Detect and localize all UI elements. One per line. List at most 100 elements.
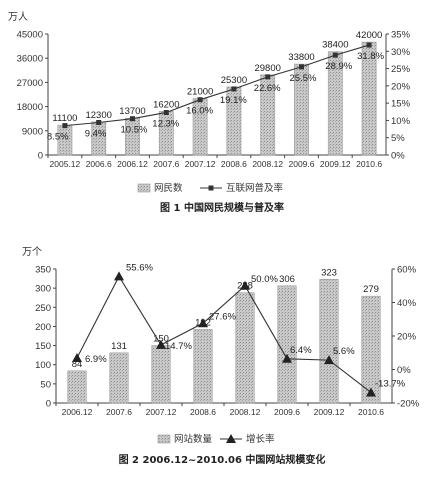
legend-line-label: 互联网普及率 xyxy=(226,182,284,194)
bar xyxy=(327,51,343,156)
line-point xyxy=(324,355,334,365)
legend: 网站数量 增长率 xyxy=(157,433,275,445)
line-point xyxy=(130,116,135,122)
bar-value-label: 11100 xyxy=(52,113,77,124)
bar-value-label: 16200 xyxy=(153,99,179,110)
line-value-label: 22.6% xyxy=(254,83,281,94)
line-value-label: 14.7% xyxy=(165,341,192,352)
right-tick-label: 20% xyxy=(397,332,417,343)
y-axis-unit-label: 万人 xyxy=(8,11,28,23)
x-tick-label: 2008.6 xyxy=(190,407,216,417)
bar xyxy=(361,41,377,156)
y-axis-unit-label: 万个 xyxy=(22,246,42,258)
line-value-label: 27.6% xyxy=(209,311,236,322)
line-value-label: 6.4% xyxy=(290,345,312,356)
line-point xyxy=(197,97,203,103)
line-point xyxy=(72,352,82,362)
line-value-label: 8.5% xyxy=(47,132,69,143)
line-value-label: 6.9% xyxy=(85,354,107,365)
line-point xyxy=(114,271,124,281)
bar-value-label: 13700 xyxy=(119,106,145,117)
line-value-label: 16.0% xyxy=(186,106,213,117)
left-tick-label: 250 xyxy=(35,303,51,314)
bar xyxy=(294,63,309,156)
line-value-label: 9.4% xyxy=(85,129,107,140)
bar-value-label: 29800 xyxy=(254,63,280,74)
line-point xyxy=(240,280,250,290)
x-tick-label: 2010.6 xyxy=(356,159,382,169)
line-point xyxy=(265,74,271,80)
line-point xyxy=(198,318,208,328)
line-value-label: 19.1% xyxy=(220,95,247,106)
series-line xyxy=(76,275,372,393)
left-tick-label: 100 xyxy=(35,360,51,371)
chart-caption: 图 1 中国网民规模与普及率 xyxy=(160,201,284,214)
left-tick-label: 0 xyxy=(46,399,51,410)
left-tick-label: 350 xyxy=(35,265,51,276)
x-tick-label: 2007.6 xyxy=(106,407,132,417)
left-tick-label: 150 xyxy=(35,341,51,352)
legend-marker xyxy=(208,185,214,191)
legend-line-label: 增长率 xyxy=(246,433,275,445)
chart-2: 万个 0 50 100 150 200 250 300 350 -20% 0% 20% 40% 60% 84… xyxy=(22,246,420,466)
x-tick-label: 2009.6 xyxy=(274,407,300,417)
legend-bar-label: 网民数 xyxy=(154,182,183,194)
x-tick-label: 2007.12 xyxy=(185,159,216,169)
bar xyxy=(193,329,213,404)
x-tick-label: 2008.6 xyxy=(221,159,247,169)
bar-value-label: 84 xyxy=(72,359,83,370)
left-tick-label: 27000 xyxy=(17,78,43,89)
left-tick-label: 36000 xyxy=(17,54,43,65)
right-tick-label: 5% xyxy=(391,133,405,144)
line-value-label: 12.3% xyxy=(152,118,179,129)
right-tick-label: 0% xyxy=(397,365,411,376)
bar-value-label: 323 xyxy=(321,267,337,278)
chart-1: 万人 0 9000 18000 27000 36000 45000 0% 5% 10% 15% 20%… xyxy=(8,11,411,214)
right-tick-label: 30% xyxy=(391,47,411,58)
chart-caption: 图 2 2006.12~2010.06 中国网站规模变化 xyxy=(119,453,326,466)
line-value-label: 25.5% xyxy=(290,73,317,84)
left-tick-label: 0 xyxy=(38,151,43,162)
right-tick-label: 40% xyxy=(397,298,417,309)
x-tick-label: 2007.12 xyxy=(146,407,177,417)
line-point xyxy=(299,64,304,70)
bar xyxy=(109,352,129,404)
bar-value-label: 38400 xyxy=(322,40,348,51)
x-tick-label: 2010.6 xyxy=(358,407,384,417)
line-point xyxy=(231,86,237,92)
left-tick-label: 45000 xyxy=(17,30,43,41)
bar xyxy=(67,370,87,404)
line-point xyxy=(282,353,292,363)
line-value-label: 10.5% xyxy=(121,125,148,136)
left-tick-label: 9000 xyxy=(22,126,43,137)
bar xyxy=(151,345,171,404)
bar xyxy=(277,285,297,404)
line-point xyxy=(62,123,68,129)
legend: 网民数 互联网普及率 xyxy=(137,182,284,194)
x-tick-label: 2006.12 xyxy=(117,159,148,169)
left-tick-label: 200 xyxy=(35,322,51,333)
bar-value-label: 150 xyxy=(153,334,169,345)
right-tick-label: 15% xyxy=(391,99,411,110)
line-value-label: 28.9% xyxy=(325,61,352,72)
bar xyxy=(319,279,339,404)
line-point xyxy=(96,120,102,126)
bar-value-label: 33800 xyxy=(288,52,314,63)
bar xyxy=(235,292,255,404)
series-line xyxy=(64,44,370,127)
left-tick-label: 50 xyxy=(40,379,51,390)
line-value-label: 5.6% xyxy=(333,346,355,357)
right-tick-label: 10% xyxy=(391,116,411,127)
x-tick-label: 2007.6 xyxy=(153,159,179,169)
line-value-label: 55.6% xyxy=(126,262,153,273)
bar xyxy=(125,117,140,156)
x-tick-label: 2008.12 xyxy=(230,407,261,417)
bar-value-label: 21000 xyxy=(187,87,213,98)
bar-value-label: 42000 xyxy=(356,30,382,41)
bar-value-label: 12300 xyxy=(85,110,111,121)
line-point xyxy=(156,339,166,349)
line-point xyxy=(163,109,169,115)
bar-value-label: 306 xyxy=(279,274,295,285)
left-tick-label: 300 xyxy=(35,284,51,295)
legend-bar-swatch xyxy=(157,434,171,444)
